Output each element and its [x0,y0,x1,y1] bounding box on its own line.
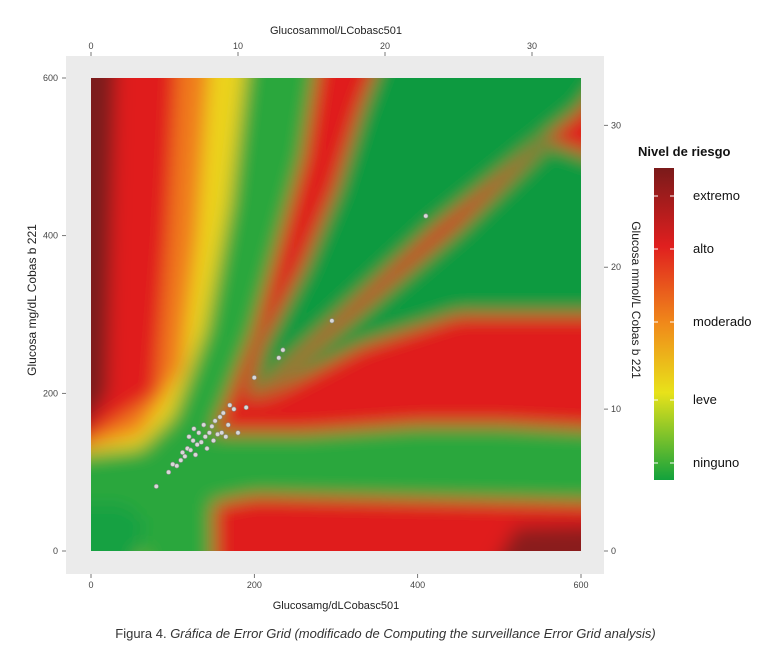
x-tick-label-bottom: 0 [88,580,93,590]
data-point [186,434,192,440]
x-tick-label-top: 20 [380,41,390,51]
data-point [209,423,215,429]
y-axis-title-left: Glucosa mg/dL Cobas b 221 [25,224,39,376]
zone-ninguno-corner [91,503,145,551]
data-point [227,402,233,408]
y-tick-label-left: 0 [53,546,58,556]
data-point [212,418,218,424]
data-point [215,431,221,437]
data-point [191,426,197,432]
y-axis-title-right: Glucosa mmol/L Cobas b 221 [629,221,643,379]
data-point [235,430,241,436]
zone-extremo-left [91,78,111,402]
data-point [182,453,188,459]
zone-ninguno [91,78,581,551]
data-point [180,449,186,455]
x-tick-label-bottom: 200 [247,580,262,590]
x-tick-label-bottom: 600 [573,580,588,590]
caption-prefix: Figura 4. [115,626,171,641]
data-point [217,414,223,420]
data-point [231,406,237,412]
data-point [280,347,286,353]
x-axis-title-bottom: Glucosamg/dLCobasc501 [273,600,400,612]
data-point [170,461,176,467]
zone-ninguno-core-right [254,141,581,402]
data-point [153,483,159,489]
error-grid-figure: 0 200 400 600 0 200 400 600 0 10 20 30 0 10 20 30 Gluco… [25,25,752,612]
risk-heatmap [91,78,581,551]
data-point [201,422,207,428]
data-point [423,213,429,219]
x-tick-label-top: 0 [88,41,93,51]
data-point [190,438,196,444]
data-point [178,457,184,463]
y-tick-label-left: 400 [43,231,58,241]
legend-label-leve: leve [693,392,717,407]
y-tick-label-right: 30 [611,120,621,130]
x-tick-label-bottom: 400 [410,580,425,590]
data-point [220,410,226,416]
zone-leve [91,78,581,551]
y-tick-label-left: 200 [43,388,58,398]
legend: Nivel de riesgo extremo alto moderado le… [638,144,752,480]
data-point [166,469,172,475]
legend-colorbar [654,168,674,480]
y-tick-label-left: 600 [43,73,58,83]
legend-label-extremo: extremo [693,188,740,203]
x-axis-title-top: Glucosammol/LCobasc501 [270,25,402,37]
data-point [329,318,335,324]
data-point [225,422,231,428]
data-point [194,442,200,448]
data-point [211,438,217,444]
data-point [206,430,212,436]
data-point [219,430,225,436]
y-tick-label-right: 20 [611,262,621,272]
legend-label-ninguno: ninguno [693,455,739,470]
data-point [196,430,202,436]
data-point [202,434,208,440]
data-point [204,445,210,451]
legend-title: Nivel de riesgo [638,144,731,159]
caption-italic: Gráfica de Error Grid (modificado de Com… [170,626,656,641]
axes: 0 200 400 600 0 200 400 600 0 10 20 30 0 10 20 30 [43,41,621,590]
legend-label-moderado: moderado [693,314,752,329]
data-point [188,447,194,453]
data-point [243,404,249,410]
x-tick-label-top: 10 [233,41,243,51]
y-tick-label-right: 0 [611,546,616,556]
zone-extremo-bottom [502,525,581,551]
data-point [276,355,282,361]
data-point [174,463,180,469]
data-points [153,213,429,489]
y-tick-label-right: 10 [611,404,621,414]
figure-caption: Figura 4. Gráfica de Error Grid (modific… [0,626,771,641]
x-tick-label-top: 30 [527,41,537,51]
data-point [198,439,204,445]
data-point [193,452,199,458]
zone-alto-bottom [213,495,581,551]
data-point [251,375,257,381]
legend-label-alto: alto [693,241,714,256]
data-point [223,434,229,440]
